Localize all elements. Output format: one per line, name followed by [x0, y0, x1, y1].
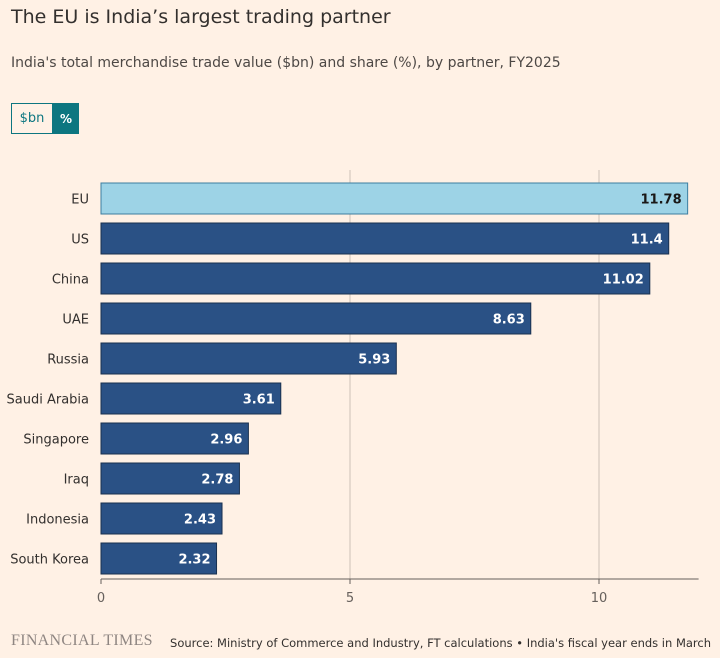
bar	[100, 542, 218, 575]
bar	[100, 182, 689, 215]
category-label: EU	[71, 193, 89, 208]
category-label: Singapore	[23, 433, 89, 448]
x-tick-label: 5	[346, 591, 354, 606]
chart-subtitle: India's total merchandise trade value ($…	[11, 55, 561, 71]
x-tick-label: 10	[591, 591, 608, 606]
data-label: 2.32	[178, 553, 210, 568]
bar	[100, 262, 651, 295]
category-label: Saudi Arabia	[7, 393, 90, 408]
bar	[100, 342, 397, 375]
x-tick-label: 0	[97, 591, 105, 606]
data-label: 2.78	[201, 473, 233, 488]
category-label: UAE	[62, 313, 89, 328]
toggle-bn-button[interactable]: $bn	[11, 103, 53, 134]
category-label: US	[71, 233, 89, 248]
data-label: 11.02	[603, 273, 644, 288]
data-label: 11.4	[631, 233, 663, 248]
bar	[100, 302, 532, 335]
unit-toggle: $bn %	[11, 103, 79, 134]
data-label: 5.93	[358, 353, 390, 368]
category-label: China	[52, 273, 89, 288]
category-label: Iraq	[64, 473, 89, 488]
category-label: Russia	[47, 353, 89, 368]
ft-logo: FINANCIAL TIMES	[11, 632, 153, 649]
data-label: 3.61	[243, 393, 275, 408]
bar	[100, 382, 282, 415]
bar	[100, 462, 240, 495]
bar	[100, 422, 249, 455]
data-label: 2.43	[184, 513, 216, 528]
category-label: South Korea	[10, 553, 89, 568]
bar	[100, 222, 670, 255]
data-label: 11.78	[641, 193, 682, 208]
source-note: Source: Ministry of Commerce and Industr…	[170, 636, 711, 650]
chart-title: The EU is India’s largest trading partne…	[11, 6, 391, 28]
toggle-percent-button[interactable]: %	[53, 103, 79, 134]
data-label: 2.96	[210, 433, 242, 448]
data-label: 8.63	[493, 313, 525, 328]
category-label: Indonesia	[26, 513, 89, 528]
bar	[100, 502, 223, 535]
